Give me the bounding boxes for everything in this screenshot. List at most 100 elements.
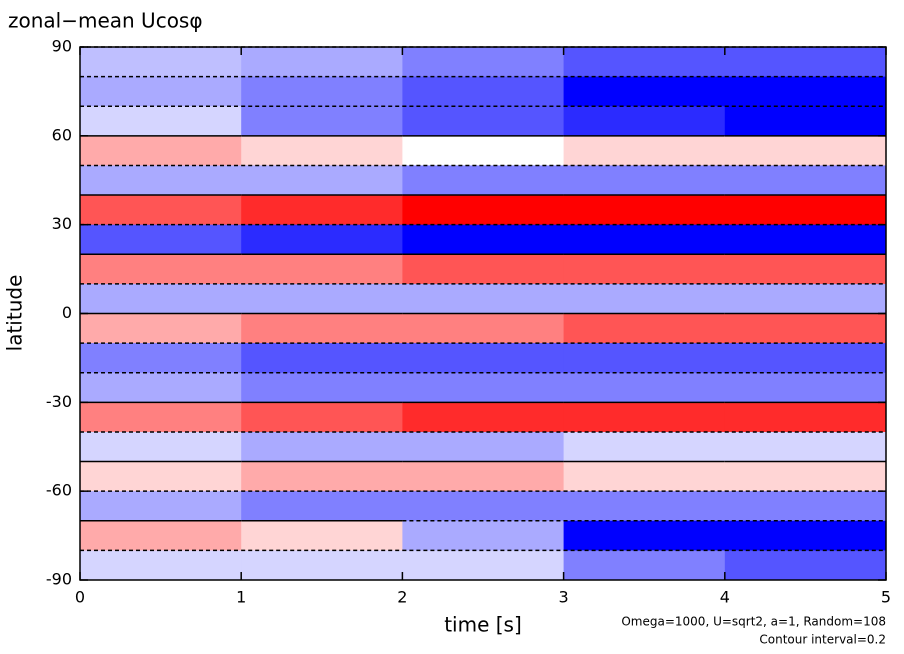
- heat-cell: [724, 491, 887, 522]
- x-tick-label: 0: [75, 588, 85, 607]
- heat-cell: [724, 343, 887, 374]
- heat-cell: [724, 402, 887, 433]
- x-axis-label: time [s]: [444, 613, 522, 637]
- heat-cell: [402, 402, 565, 433]
- heat-cell: [402, 135, 565, 166]
- heat-cell: [402, 254, 565, 285]
- heat-cell: [724, 106, 887, 137]
- heat-cell: [402, 550, 565, 581]
- heat-cell: [80, 224, 242, 255]
- heat-cell: [80, 550, 242, 581]
- heat-cell: [241, 254, 403, 285]
- heat-cell: [724, 195, 887, 226]
- heat-cell: [563, 431, 726, 463]
- heat-cell: [724, 254, 887, 285]
- heat-cell: [80, 135, 242, 166]
- heat-cell: [80, 313, 242, 344]
- heat-cell: [241, 550, 403, 581]
- heat-cell: [402, 47, 565, 78]
- heat-cell: [563, 372, 726, 403]
- heat-cell: [563, 47, 726, 78]
- heat-cell: [563, 135, 726, 166]
- heat-cell: [80, 431, 242, 463]
- heat-cell: [724, 461, 887, 492]
- heat-cell: [402, 76, 565, 107]
- heat-cell: [80, 76, 242, 107]
- heat-cell: [241, 313, 403, 344]
- heat-cell: [724, 313, 887, 344]
- y-tick-label: -90: [46, 570, 72, 589]
- heat-cell: [563, 550, 726, 581]
- heat-cell: [241, 491, 403, 522]
- note: Contour interval=0.2: [759, 633, 886, 647]
- heat-cell: [241, 520, 403, 551]
- heat-cell: [241, 76, 403, 107]
- heat-cell: [563, 165, 726, 196]
- heat-cell: [80, 461, 242, 492]
- x-tick-label: 4: [720, 588, 730, 607]
- chart-title: zonal−mean Ucosφ: [8, 9, 203, 33]
- heat-cell: [80, 106, 242, 137]
- heat-cell: [241, 195, 403, 226]
- heat-cell: [80, 402, 242, 433]
- x-tick-label: 5: [881, 588, 891, 607]
- x-tick-label: 3: [559, 588, 569, 607]
- heat-cell: [402, 195, 565, 226]
- heat-cell: [402, 491, 565, 522]
- heat-cell: [80, 372, 242, 403]
- y-axis-label: latitude: [3, 275, 27, 352]
- heat-cell: [402, 343, 565, 374]
- heat-cell: [402, 520, 565, 551]
- heat-cell: [563, 313, 726, 344]
- y-tick-label: 60: [52, 125, 72, 144]
- heat-cell: [80, 47, 242, 78]
- heat-cell: [402, 431, 565, 463]
- y-tick-label: 90: [52, 37, 72, 56]
- heat-cell: [724, 550, 887, 581]
- x-tick-label: 2: [397, 588, 407, 607]
- heat-cell: [724, 431, 887, 463]
- heat-cell: [724, 76, 887, 107]
- heat-cell: [724, 283, 887, 314]
- y-tick-label: -60: [46, 481, 72, 500]
- heat-cell: [724, 47, 887, 78]
- heat-cell: [724, 135, 887, 166]
- heat-cell: [241, 47, 403, 78]
- heat-cell: [563, 402, 726, 433]
- heat-cell: [241, 402, 403, 433]
- heat-cell: [241, 135, 403, 166]
- heat-cell: [724, 165, 887, 196]
- heat-cell: [80, 165, 242, 196]
- heat-cell: [724, 224, 887, 255]
- heat-cell: [724, 372, 887, 403]
- heat-cell: [80, 283, 242, 314]
- y-tick-label: -30: [46, 392, 72, 411]
- y-tick-label: 0: [62, 303, 72, 322]
- heat-cell: [563, 520, 726, 551]
- heat-cell: [80, 254, 242, 285]
- heat-cell: [241, 165, 403, 196]
- heat-cell: [724, 520, 887, 551]
- heat-cell: [402, 372, 565, 403]
- heat-cell: [563, 195, 726, 226]
- heat-cell: [80, 195, 242, 226]
- heat-cell: [563, 343, 726, 374]
- heat-cell: [402, 461, 565, 492]
- heat-cell: [80, 520, 242, 551]
- heat-cell: [402, 165, 565, 196]
- heat-cell: [563, 76, 726, 107]
- heat-cell: [241, 283, 403, 314]
- heat-cell: [241, 431, 403, 463]
- heat-cell: [563, 224, 726, 255]
- heat-cell: [563, 461, 726, 492]
- heat-cell: [241, 343, 403, 374]
- heat-cell: [402, 106, 565, 137]
- x-tick-label: 1: [236, 588, 246, 607]
- heat-cell: [241, 372, 403, 403]
- heat-cell: [402, 224, 565, 255]
- heat-cell: [80, 343, 242, 374]
- heat-cell: [563, 283, 726, 314]
- heat-cell: [80, 491, 242, 522]
- note: Omega=1000, U=sqrt2, a=1, Random=108: [621, 615, 886, 629]
